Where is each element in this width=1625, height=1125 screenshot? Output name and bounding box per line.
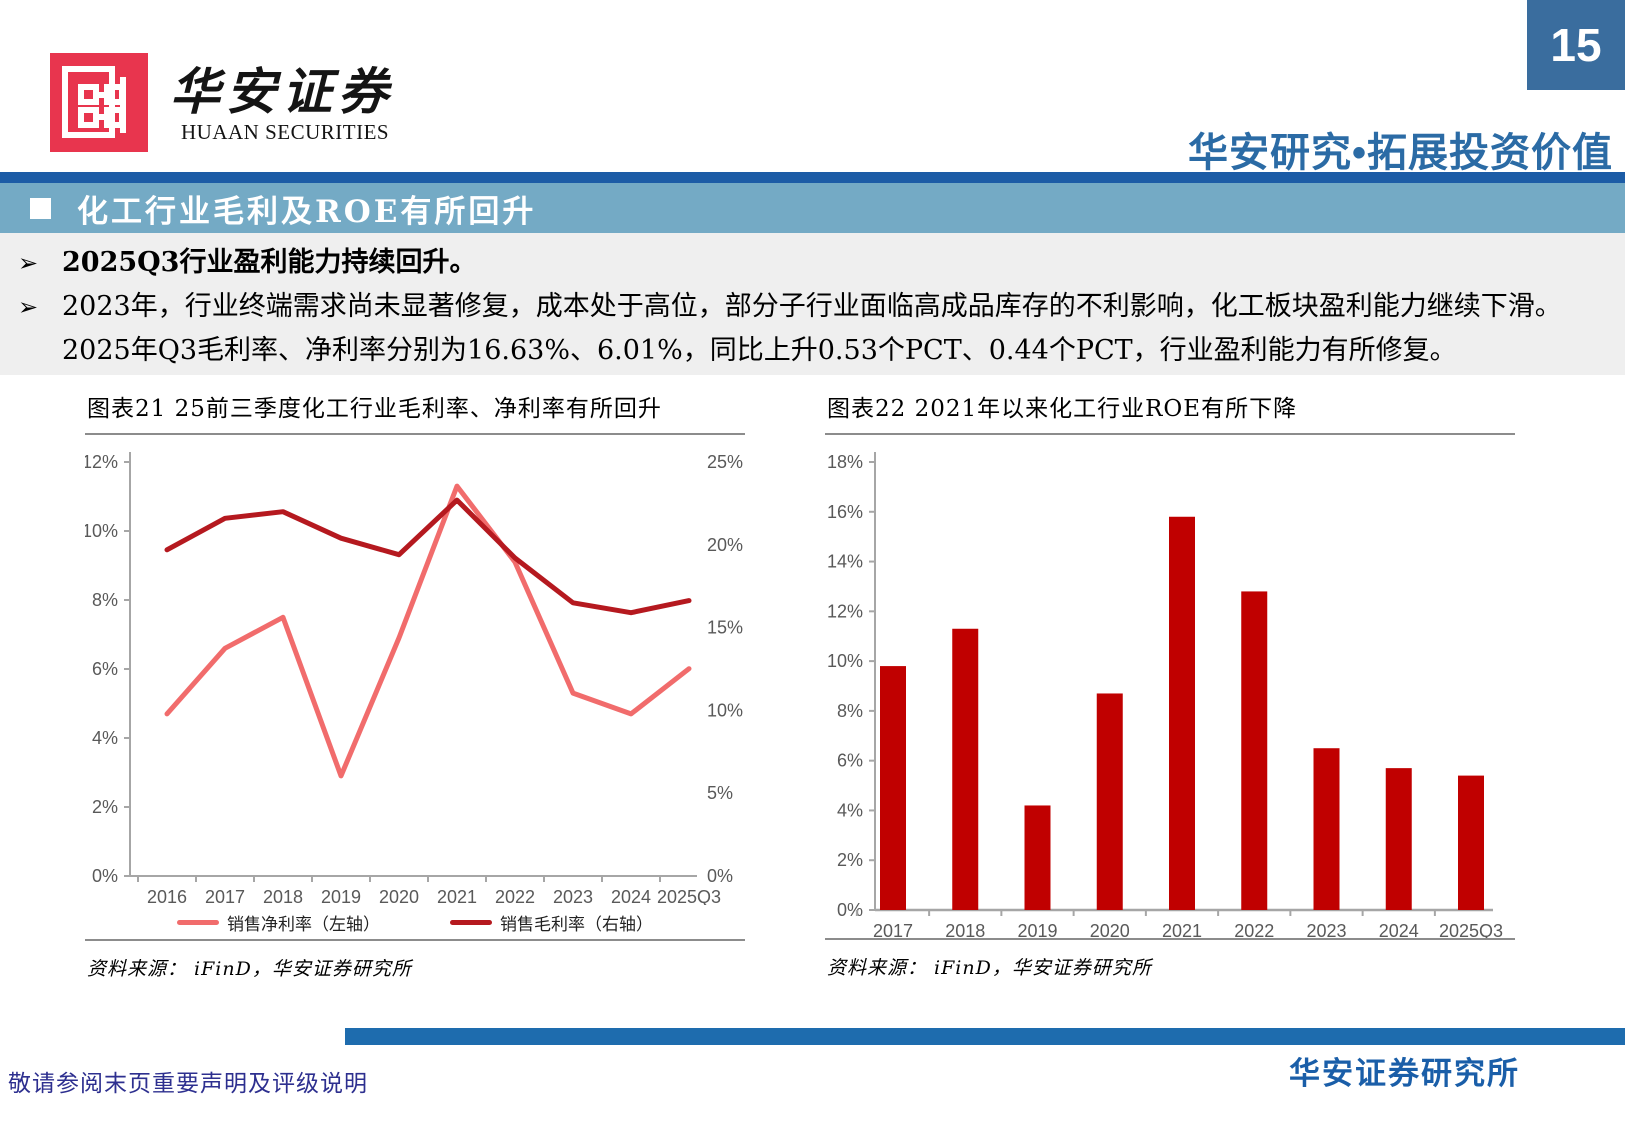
figure-margin-trend: 图表21 25前三季度化工行业毛利率、净利率有所回升 0% 2% 4% 6% 8% 10%… <box>85 375 745 981</box>
research-slogan: 华安研究•拓展投资价值 <box>1187 131 1613 175</box>
svg-text:10%: 10% <box>707 700 743 720</box>
svg-text:0%: 0% <box>92 866 118 886</box>
svg-text:0%: 0% <box>837 900 863 920</box>
line-chart-legend: 销售净利率（左轴） 销售毛利率（右轴） <box>85 905 745 939</box>
svg-text:4%: 4% <box>837 800 863 820</box>
svg-text:12%: 12% <box>85 452 118 472</box>
svg-text:2017: 2017 <box>873 921 913 938</box>
svg-text:8%: 8% <box>92 590 118 610</box>
bullet-item: ➢ 2025Q3行业盈利能力持续回升。 <box>0 233 1625 285</box>
bullet-item: ➢ 2023年，行业终端需求尚未显著修复，成本处于高位，部分子行业面临高成品库存… <box>0 285 1625 373</box>
svg-text:2%: 2% <box>92 797 118 817</box>
figure-source: 资料来源： iFinD，华安证券研究所 <box>87 958 412 980</box>
figure-roe: 图表22 2021年以来化工行业ROE有所下降 0% 2% 4% 6% 8% 10% 12%… <box>825 375 1515 980</box>
svg-text:5%: 5% <box>707 783 733 803</box>
summary-bullets: ➢ 2025Q3行业盈利能力持续回升。 ➢ 2023年，行业终端需求尚未显著修复… <box>0 233 1625 375</box>
footer-brand: 华安证券研究所 <box>1289 1056 1520 1091</box>
section-banner: 化工行业毛利及ROE有所回升 <box>0 183 1625 233</box>
banner-square-icon <box>30 197 51 219</box>
svg-text:2017: 2017 <box>205 887 245 905</box>
svg-text:18%: 18% <box>827 452 863 472</box>
svg-text:2020: 2020 <box>379 887 419 905</box>
svg-text:2021: 2021 <box>1162 921 1202 938</box>
footer-accent-bar <box>345 1028 1625 1045</box>
huaan-logo-icon <box>50 53 148 152</box>
svg-text:2019: 2019 <box>1017 921 1057 938</box>
net-gross-margin-line-chart: 0% 2% 4% 6% 8% 10% 12% 0% 5% 10% 15% 20% 25% 2016 2017… <box>85 435 745 905</box>
svg-text:8%: 8% <box>837 701 863 721</box>
svg-text:2018: 2018 <box>263 887 303 905</box>
legend-item: 销售净利率（左轴） <box>177 910 380 935</box>
svg-text:0%: 0% <box>707 866 733 886</box>
svg-text:2022: 2022 <box>1234 921 1274 938</box>
legend-line-swatch <box>450 919 492 925</box>
arrow-bullet-icon: ➢ <box>18 249 39 277</box>
svg-text:2016: 2016 <box>147 887 187 905</box>
legend-label: 销售毛利率（右轴） <box>500 914 653 935</box>
figure-source: 资料来源： iFinD，华安证券研究所 <box>827 957 1152 979</box>
roe-bar-chart: 0% 2% 4% 6% 8% 10% 12% 14% 16% 18% 2017 2018 2019 202… <box>825 435 1515 938</box>
bullet-text: 2025Q3行业盈利能力持续回升。 <box>62 247 477 278</box>
svg-text:20%: 20% <box>707 535 743 555</box>
svg-text:12%: 12% <box>827 601 863 621</box>
legend-line-swatch <box>177 919 219 925</box>
legend-label: 销售净利率（左轴） <box>227 914 380 935</box>
page-number-badge: 15 <box>1527 0 1625 90</box>
svg-text:6%: 6% <box>837 751 863 771</box>
section-title: 化工行业毛利及ROE有所回升 <box>77 193 537 230</box>
figure-separator <box>825 938 1515 940</box>
svg-text:2025Q3: 2025Q3 <box>1439 921 1503 938</box>
svg-text:10%: 10% <box>827 651 863 671</box>
svg-text:2023: 2023 <box>1306 921 1346 938</box>
svg-text:2025Q3: 2025Q3 <box>657 887 721 905</box>
figure-title: 图表22 2021年以来化工行业ROE有所下降 <box>825 375 1515 435</box>
header-divider <box>0 172 1625 183</box>
figure-title: 图表21 25前三季度化工行业毛利率、净利率有所回升 <box>85 375 745 435</box>
svg-text:15%: 15% <box>707 618 743 638</box>
svg-text:2022: 2022 <box>495 887 535 905</box>
svg-text:10%: 10% <box>85 521 118 541</box>
figure-separator <box>85 939 745 941</box>
brand-name-chinese: 华安证券 <box>170 62 394 121</box>
svg-text:2018: 2018 <box>945 921 985 938</box>
svg-text:16%: 16% <box>827 502 863 522</box>
legend-item: 销售毛利率（右轴） <box>450 910 653 935</box>
svg-text:2%: 2% <box>837 850 863 870</box>
svg-text:6%: 6% <box>92 659 118 679</box>
arrow-bullet-icon: ➢ <box>18 293 39 321</box>
brand-name-english: HUAAN SECURITIES <box>181 120 390 144</box>
svg-text:14%: 14% <box>827 552 863 572</box>
footer-disclaimer: 敬请参阅末页重要声明及评级说明 <box>8 1071 368 1097</box>
svg-text:2023: 2023 <box>553 887 593 905</box>
svg-text:4%: 4% <box>92 728 118 748</box>
svg-text:2024: 2024 <box>1379 921 1419 938</box>
svg-text:25%: 25% <box>707 452 743 472</box>
bullet-text: 2023年，行业终端需求尚未显著修复，成本处于高位，部分子行业面临高成品库存的不… <box>62 291 1562 366</box>
svg-text:2020: 2020 <box>1090 921 1130 938</box>
svg-text:2021: 2021 <box>437 887 477 905</box>
svg-text:2019: 2019 <box>321 887 361 905</box>
svg-text:2024: 2024 <box>611 887 651 905</box>
